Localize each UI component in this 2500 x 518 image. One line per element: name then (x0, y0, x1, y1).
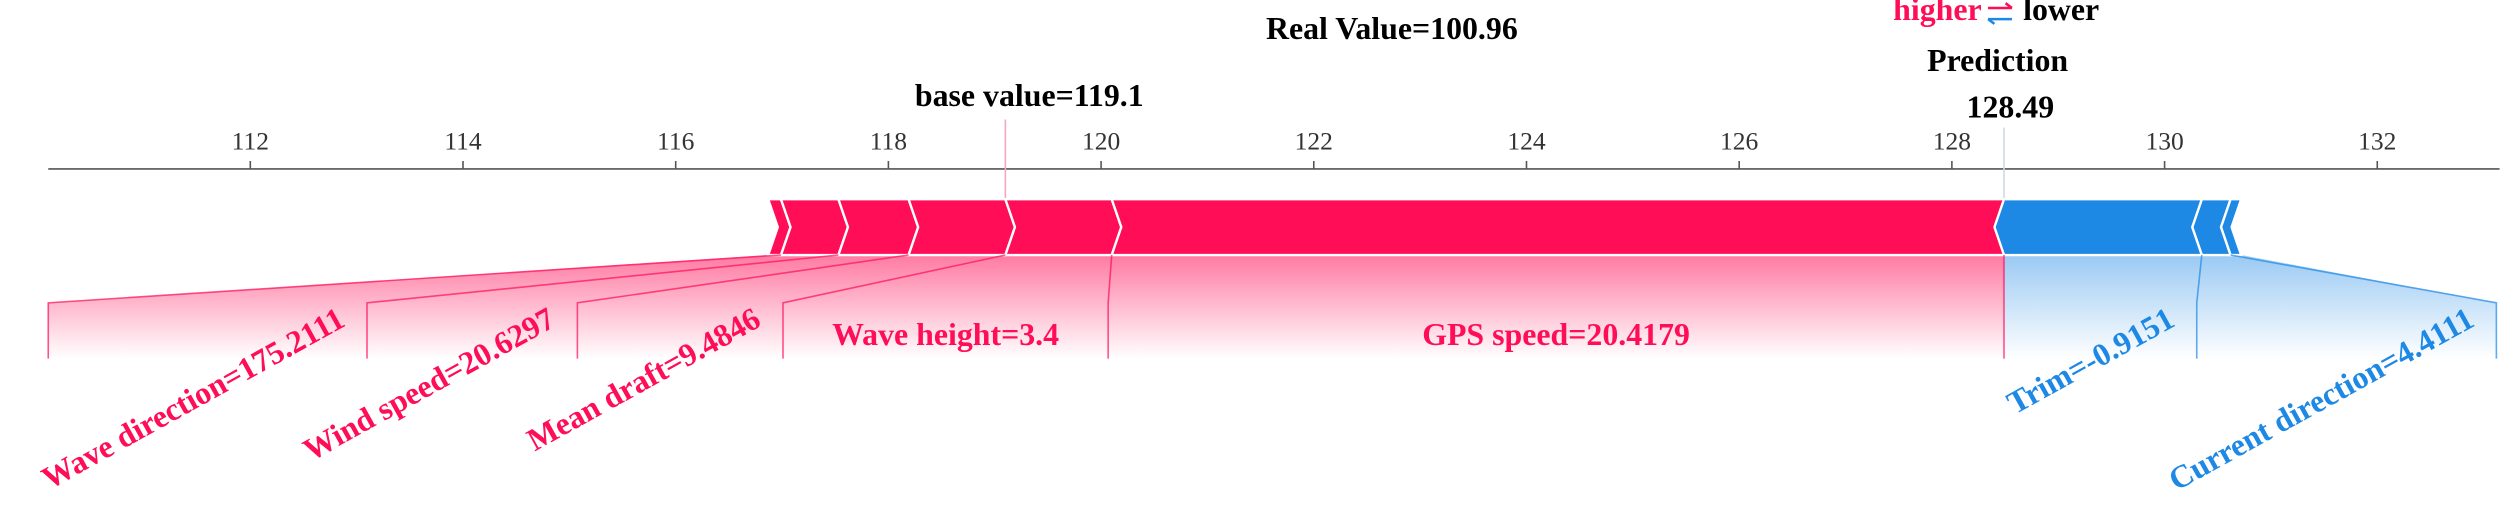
feature-label: GPS speed=20.4179 (1422, 317, 1690, 352)
x-tick-label: 132 (2358, 126, 2396, 155)
base-value-label: base value=119.1 (915, 78, 1144, 113)
connector (366, 254, 839, 359)
annotation: Real Value=100.96 (1266, 11, 1518, 46)
force-segment (906, 198, 1017, 257)
x-tick-label: 120 (1082, 126, 1120, 155)
prediction-title: Prediction (1927, 43, 2068, 78)
prediction-value: 128.49 (1967, 89, 2055, 124)
force-segment (1993, 198, 2204, 257)
force-segment (1110, 198, 2015, 257)
x-tick-label: 122 (1295, 126, 1333, 155)
force-segment (1003, 198, 1123, 257)
x-tick-label: 114 (444, 126, 482, 155)
x-tick-label: 124 (1507, 126, 1546, 155)
feature-label: Wave height=3.4 (832, 317, 1059, 352)
legend-arrow-right (1988, 2, 2013, 10)
force-segment (779, 198, 850, 257)
legend-higher: higher (1893, 0, 1982, 27)
connector (576, 254, 909, 359)
x-tick-label: 118 (870, 126, 907, 155)
x-tick-label: 112 (232, 126, 269, 155)
legend-lower: lower (2023, 0, 2099, 27)
legend-arrow-left (1987, 17, 2012, 25)
connector (2195, 254, 2203, 359)
connector (782, 254, 1006, 359)
x-tick-label: 130 (2145, 126, 2183, 155)
connector (1107, 254, 1113, 359)
x-tick-label: 116 (657, 126, 694, 155)
connector (47, 254, 782, 359)
x-tick-label: 128 (1933, 126, 1971, 155)
force-segment (836, 198, 920, 257)
connector (2230, 254, 2498, 359)
effect-area (48, 255, 2004, 359)
x-tick-label: 126 (1720, 126, 1758, 155)
